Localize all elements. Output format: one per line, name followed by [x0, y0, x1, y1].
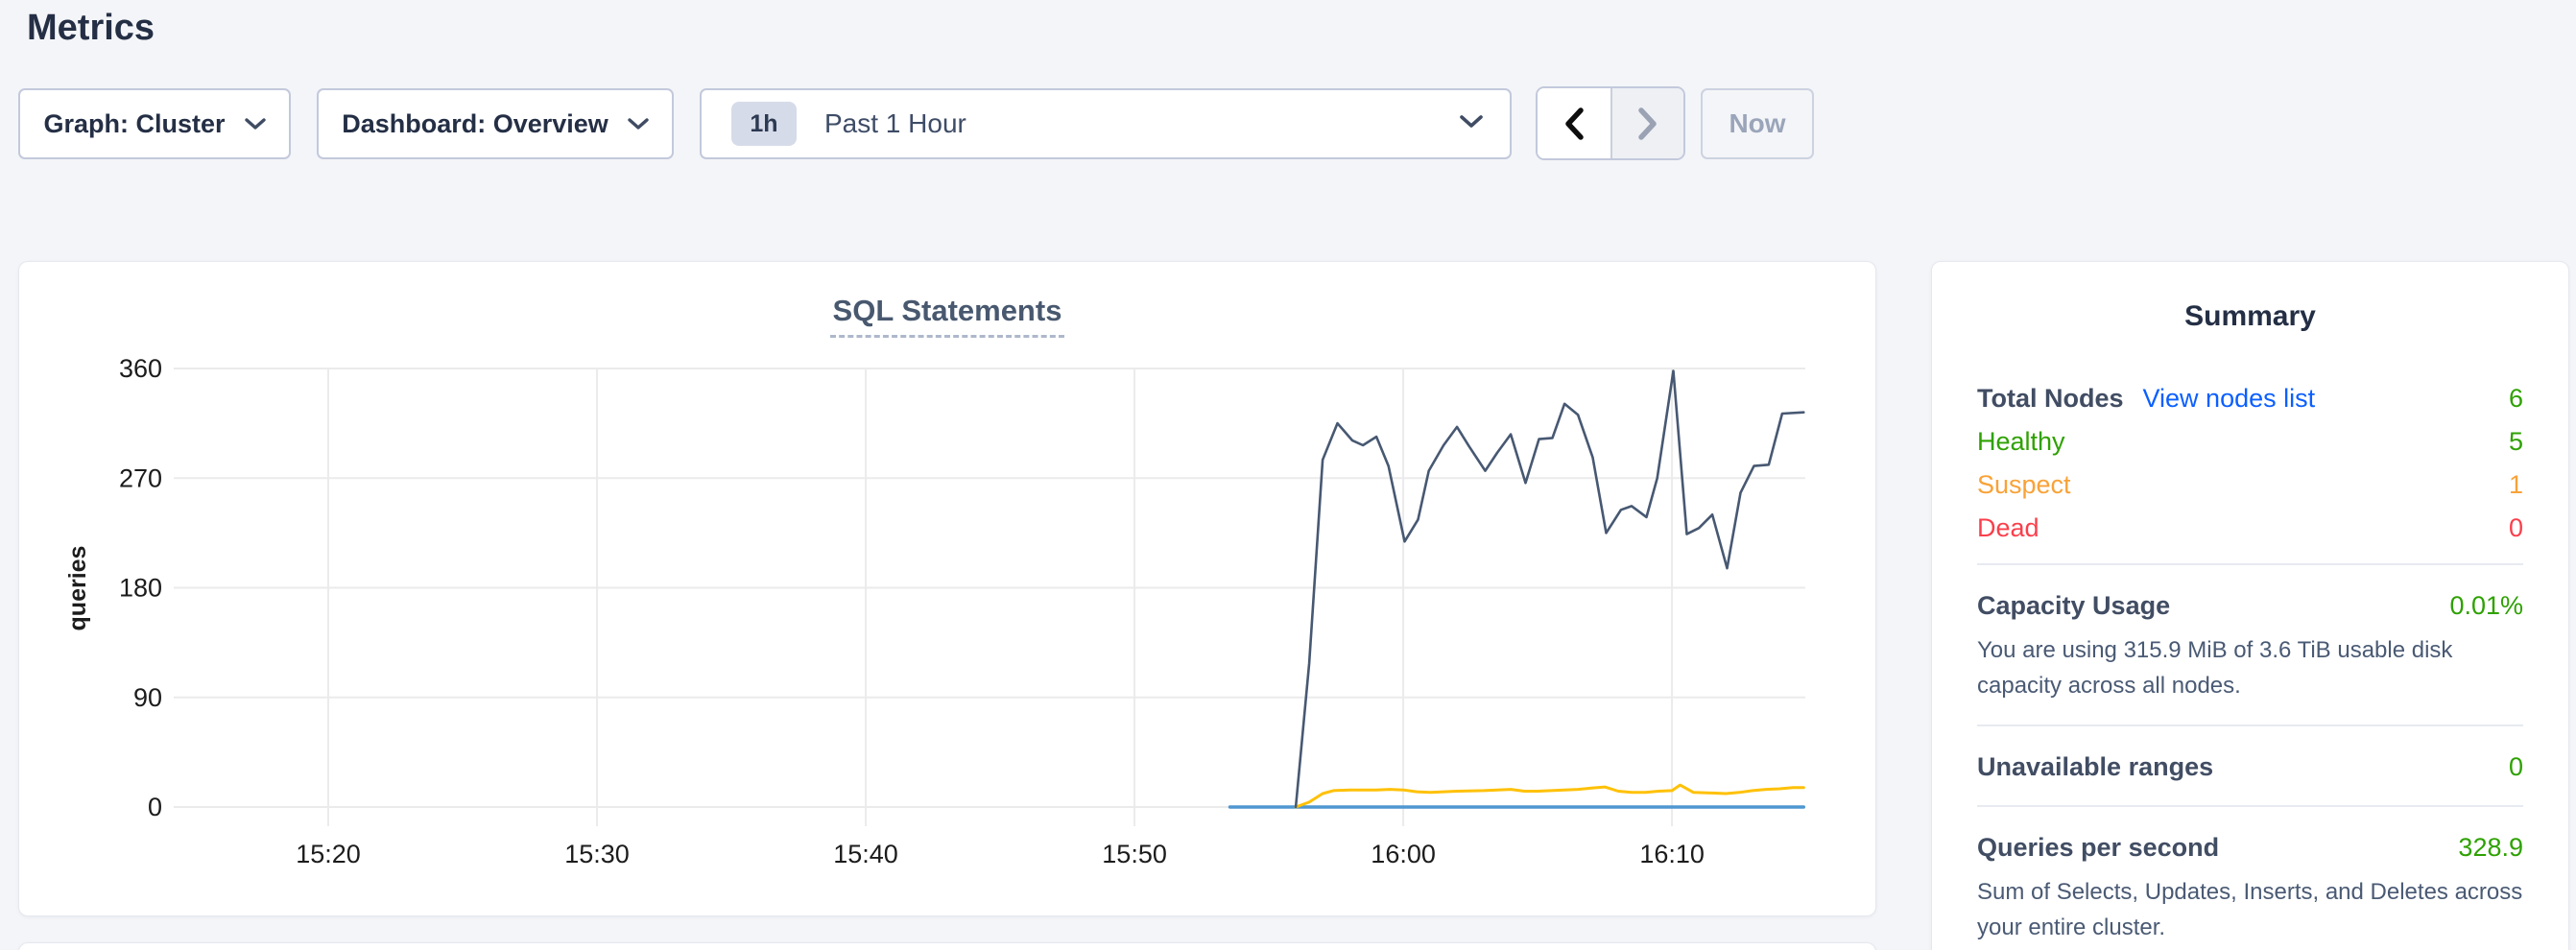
summary-panel: Summary Total Nodes View nodes list 6 He…	[1931, 261, 2569, 950]
time-window-badge: 1h	[731, 102, 797, 146]
series-line-dark-slate	[1294, 369, 1805, 809]
queries-per-second-description: Sum of Selects, Updates, Inserts, and De…	[1977, 879, 2523, 940]
queries-per-second-section: Queries per second 328.9 Sum of Selects,…	[1977, 807, 2523, 945]
graph-dropdown[interactable]: Graph: Cluster	[18, 88, 291, 159]
healthy-nodes-row: Healthy 5	[1977, 420, 2523, 463]
chart-title-wrap: SQL Statements	[19, 294, 1875, 338]
now-button[interactable]: Now	[1701, 88, 1814, 159]
divider	[1977, 724, 2523, 726]
next-time-window-button[interactable]	[1610, 88, 1683, 158]
suspect-label: Suspect	[1977, 470, 2071, 499]
dashboard-dropdown[interactable]: Dashboard: Overview	[317, 88, 674, 159]
queries-per-second-value: 328.9	[2458, 833, 2523, 862]
x-tick-label: 16:00	[1371, 840, 1436, 868]
y-tick-label: 90	[133, 683, 162, 712]
chevron-left-icon	[1562, 107, 1586, 141]
sql-statements-chart[interactable]: 0 90 180 270 360 15:20 15:30 15:40 15:50 16:00 16:…	[19, 262, 1877, 917]
dashboard-dropdown-label: Dashboard: Overview	[342, 108, 608, 138]
x-tick-label: 15:20	[296, 840, 361, 868]
dead-label: Dead	[1977, 513, 2039, 542]
next-chart-card	[18, 942, 1876, 950]
view-nodes-list-link[interactable]: View nodes list	[2142, 384, 2316, 413]
dead-nodes-row: Dead 0	[1977, 507, 2523, 550]
unavailable-ranges-value: 0	[2508, 752, 2523, 781]
y-tick-label: 270	[119, 463, 162, 492]
healthy-value: 5	[2508, 427, 2523, 456]
time-window-pager	[1536, 86, 1685, 160]
chevron-down-icon	[628, 117, 649, 131]
nodes-status-block: Total Nodes View nodes list 6 Healthy 5 …	[1977, 377, 2523, 550]
time-window-selector[interactable]: 1h Past 1 Hour	[700, 88, 1512, 159]
summary-title: Summary	[2184, 300, 2316, 332]
series-line-yellow	[1294, 783, 1805, 809]
graph-dropdown-label: Graph: Cluster	[43, 108, 226, 138]
queries-per-second-label: Queries per second	[1977, 833, 2220, 862]
prev-time-window-button[interactable]	[1538, 88, 1610, 158]
x-tick-label: 16:10	[1639, 840, 1705, 868]
capacity-usage-description: You are using 315.9 MiB of 3.6 TiB usabl…	[1977, 637, 2453, 699]
y-axis-label: queries	[64, 546, 91, 631]
unavailable-ranges-section: Unavailable ranges 0	[1977, 726, 2523, 786]
capacity-usage-section: Capacity Usage 0.01% You are using 315.9…	[1977, 565, 2523, 703]
total-nodes-value: 6	[2508, 384, 2523, 413]
y-tick-label: 0	[148, 793, 162, 821]
time-window-label: Past 1 Hour	[824, 108, 966, 138]
x-tick-label: 15:40	[833, 840, 898, 868]
capacity-usage-label: Capacity Usage	[1977, 591, 2171, 620]
dead-value: 0	[2508, 513, 2523, 542]
x-tick-label: 15:30	[564, 840, 630, 868]
total-nodes-row: Total Nodes View nodes list 6	[1977, 377, 2523, 420]
page-title: Metrics	[27, 8, 155, 48]
suspect-value: 1	[2508, 470, 2523, 499]
sql-statements-chart-card: SQL Statements 0 90 180 270 360 15:20 15:30 15:…	[18, 261, 1876, 916]
total-nodes-label: Total Nodes	[1977, 384, 2124, 413]
chart-title[interactable]: SQL Statements	[829, 294, 1065, 338]
x-tick-label: 15:50	[1102, 840, 1167, 868]
healthy-label: Healthy	[1977, 427, 2065, 456]
chevron-down-icon	[1460, 115, 1483, 129]
divider	[1977, 805, 2523, 807]
y-tick-label: 360	[119, 354, 162, 383]
capacity-usage-value: 0.01%	[2449, 591, 2523, 620]
divider	[1977, 563, 2523, 565]
chevron-right-icon	[1636, 107, 1659, 141]
unavailable-ranges-label: Unavailable ranges	[1977, 752, 2214, 781]
suspect-nodes-row: Suspect 1	[1977, 463, 2523, 507]
y-tick-label: 180	[119, 574, 162, 603]
chevron-down-icon	[244, 117, 266, 131]
